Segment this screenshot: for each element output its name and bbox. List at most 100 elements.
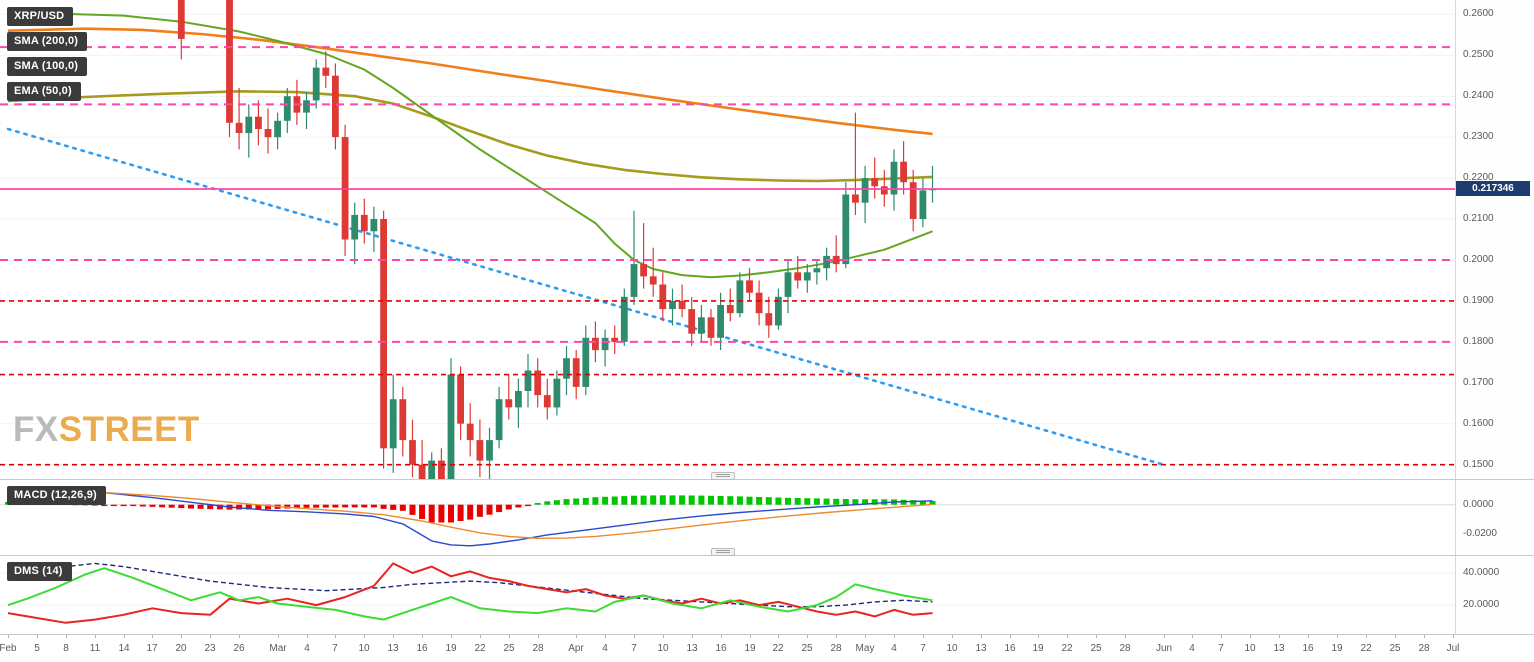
candle[interactable] — [726, 288, 734, 322]
symbol-badge[interactable]: XRP/USD — [7, 7, 74, 26]
candle[interactable] — [698, 305, 705, 342]
candle[interactable] — [630, 210, 638, 305]
candle[interactable] — [871, 157, 879, 199]
candle[interactable] — [495, 386, 503, 449]
candle[interactable] — [775, 288, 782, 330]
candle[interactable] — [823, 247, 830, 281]
candle[interactable] — [235, 88, 243, 150]
candle[interactable] — [380, 210, 387, 469]
sma-100-line[interactable] — [7, 90, 933, 183]
candle[interactable] — [341, 124, 349, 256]
candle[interactable] — [861, 165, 869, 224]
pane-divider-1[interactable] — [0, 479, 1534, 480]
macd-signal-line[interactable] — [7, 490, 933, 539]
candle[interactable] — [226, 0, 233, 138]
candle[interactable] — [669, 288, 676, 326]
candle[interactable] — [360, 198, 368, 244]
candle[interactable] — [438, 448, 445, 479]
plus-di-line[interactable] — [7, 567, 933, 621]
candle[interactable] — [534, 358, 542, 408]
candle[interactable] — [563, 345, 570, 396]
candle[interactable] — [351, 202, 359, 265]
candle[interactable] — [283, 88, 291, 134]
time-axis[interactable]: Feb 5 8 11 14 17 20 23 26 Mar 4 7 10 13 16 19 22 25 28 Apr 4… — [0, 634, 1534, 662]
candle[interactable] — [582, 325, 590, 396]
candle[interactable] — [389, 374, 397, 473]
candle[interactable] — [736, 272, 744, 318]
minus-di-line[interactable] — [7, 562, 933, 624]
main-price-pane[interactable] — [0, 0, 1455, 479]
candle[interactable] — [274, 112, 281, 150]
candle[interactable] — [832, 235, 840, 273]
candle[interactable] — [688, 296, 696, 346]
macd-line[interactable] — [7, 487, 933, 547]
candle[interactable] — [312, 59, 320, 109]
candle[interactable] — [717, 292, 724, 350]
macd-badge[interactable]: MACD (12,26,9) — [7, 486, 106, 505]
candle[interactable] — [601, 329, 609, 367]
time-tick-label: 8 — [63, 643, 69, 654]
candle[interactable] — [620, 288, 628, 346]
candle[interactable] — [852, 112, 859, 215]
ema-50-line[interactable] — [7, 12, 933, 279]
candle[interactable] — [746, 268, 753, 301]
candle[interactable] — [909, 169, 917, 232]
price-axis[interactable]: 0.217346 0.2600 0.2500 0.2400 0.2300 0.2200 0… — [1455, 0, 1534, 634]
sma-200-line[interactable] — [7, 27, 933, 136]
candle[interactable] — [707, 309, 715, 346]
sma200-badge[interactable]: SMA (200,0) — [7, 32, 88, 51]
candle[interactable] — [515, 378, 522, 428]
candle[interactable] — [428, 452, 436, 479]
pane-divider-2[interactable] — [0, 555, 1534, 556]
candle[interactable] — [784, 260, 792, 314]
candle[interactable] — [332, 63, 339, 150]
pane-resize-handle-2[interactable] — [711, 548, 735, 556]
candle[interactable] — [486, 427, 493, 479]
candle[interactable] — [919, 178, 927, 228]
candle[interactable] — [447, 358, 455, 479]
candle[interactable] — [505, 374, 513, 420]
descending-trendline[interactable] — [6, 127, 1165, 467]
candle[interactable] — [418, 440, 426, 479]
candle[interactable] — [649, 247, 657, 297]
candle[interactable] — [524, 354, 532, 408]
candle[interactable] — [457, 366, 464, 441]
pane-resize-handle-1[interactable] — [711, 472, 735, 480]
candle[interactable] — [255, 100, 262, 146]
macd-histogram-bar — [120, 504, 127, 507]
candle[interactable] — [466, 403, 474, 457]
dms-badge[interactable]: DMS (14) — [7, 562, 72, 581]
candle[interactable] — [409, 419, 416, 477]
ema50-badge[interactable]: EMA (50,0) — [7, 82, 81, 101]
macd-histogram-bar — [525, 504, 531, 507]
candle[interactable] — [476, 419, 484, 477]
candle[interactable] — [611, 325, 619, 355]
candle[interactable] — [322, 51, 330, 88]
candle[interactable] — [640, 223, 647, 289]
candle[interactable] — [929, 165, 936, 203]
candle[interactable] — [890, 149, 898, 211]
macd-pane[interactable] — [0, 481, 1455, 555]
candle[interactable] — [553, 370, 561, 416]
candle[interactable] — [900, 141, 907, 195]
adx-line[interactable] — [7, 562, 933, 608]
candle[interactable] — [370, 206, 378, 252]
sma100-badge[interactable]: SMA (100,0) — [7, 57, 88, 76]
candle[interactable] — [543, 378, 551, 420]
candle[interactable] — [303, 92, 310, 129]
candle[interactable] — [765, 296, 773, 338]
candle[interactable] — [293, 79, 301, 125]
dms-pane[interactable] — [0, 557, 1455, 634]
candle[interactable] — [842, 182, 850, 269]
candle[interactable] — [813, 260, 821, 285]
candle[interactable] — [678, 284, 686, 318]
pink-resistance-lines[interactable] — [0, 46, 1455, 343]
candle[interactable] — [264, 108, 272, 154]
candle[interactable] — [659, 272, 667, 322]
candle[interactable] — [245, 104, 253, 158]
candle[interactable] — [755, 280, 763, 326]
candle[interactable] — [794, 255, 802, 289]
candle[interactable] — [803, 264, 811, 293]
candle[interactable] — [399, 386, 407, 457]
candle[interactable] — [177, 0, 185, 60]
